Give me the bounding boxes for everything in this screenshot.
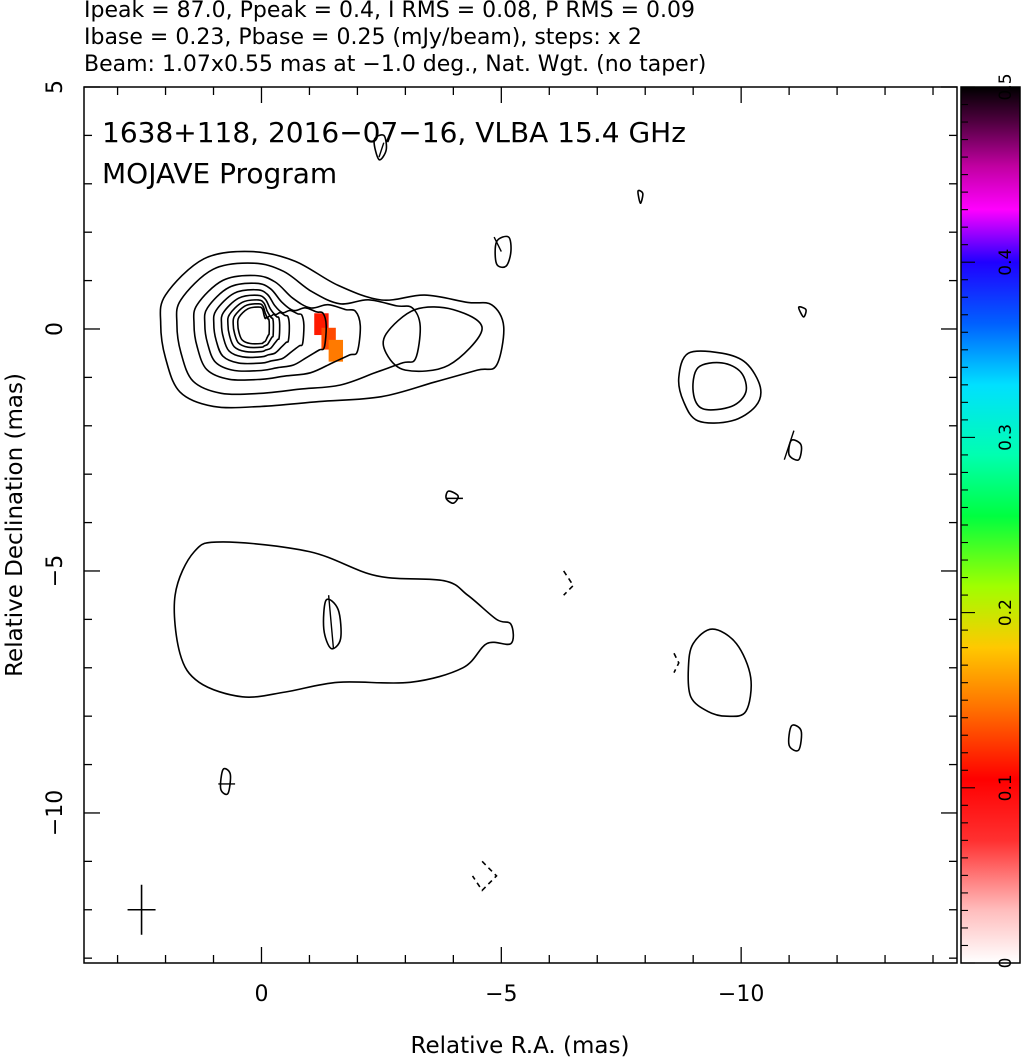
diffuse-contour-far-right-small: [787, 439, 803, 461]
jet-knot-contour: [382, 306, 483, 373]
beam-marker: [127, 884, 156, 935]
x-tick-label: −10: [718, 982, 764, 1007]
colorbar-label: 0.1: [996, 774, 1016, 801]
diffuse-contour-left-upper-blob: [373, 134, 388, 161]
header-line-3: Beam: 1.07x0.55 mas at −1.0 deg., Nat. W…: [84, 52, 706, 77]
axis-tick-labels: 0 −5 −10 5 0 −5 −10: [43, 80, 764, 1007]
negative-contour: [471, 860, 498, 892]
core-contour: [203, 282, 328, 372]
header-line-1: Ipeak = 87.0, Ppeak = 0.4, I RMS = 0.08,…: [84, 0, 695, 23]
chart-title: 1638+118, 2016−07−16, VLBA 15.4 GHz: [102, 116, 686, 149]
diffuse-contour-mid-blob-1: [322, 598, 342, 650]
x-tick-label: 0: [254, 982, 268, 1007]
core-contour: [226, 299, 281, 353]
intensity-contours: [159, 134, 807, 892]
core-contour: [220, 294, 291, 359]
colorbar-label: 0.4: [996, 249, 1016, 276]
colorbar-labels: 0 0.1 0.2 0.3 0.4 0.5: [996, 73, 1016, 968]
polarization-vector: [783, 430, 795, 460]
polarization-vector: [493, 236, 502, 252]
diffuse-contour-tiny-1: [637, 189, 644, 205]
colorbar-label: 0: [996, 958, 1016, 969]
core-contour: [192, 274, 362, 381]
colorbar-label: 0.3: [996, 424, 1016, 451]
plot-frame: [83, 86, 958, 964]
polarization-pixels: [314, 313, 344, 362]
diffuse-contour-right-blob-inner: [692, 361, 748, 411]
colorbar-ticks: [961, 86, 975, 964]
y-tick-label: 5: [43, 80, 68, 94]
core-contour: [232, 302, 275, 349]
diffuse-contour-lower-right-blob: [687, 628, 752, 718]
chart-subtitle: MOJAVE Program: [102, 157, 337, 190]
negative-contour: [673, 652, 680, 673]
core-contour: [175, 262, 422, 396]
colorbar-label: 0.5: [996, 73, 1016, 100]
colorbar: [960, 86, 1021, 964]
x-axis-label: Relative R.A. (mas): [411, 1033, 630, 1059]
polarization-vector: [327, 595, 335, 649]
diffuse-contour-right-blob-outer: [677, 350, 762, 424]
y-tick-label: −10: [43, 790, 68, 836]
axis-ticks: [84, 86, 957, 963]
core-contour: [159, 250, 505, 409]
diffuse-contour-lower-plateau: [173, 541, 515, 698]
diffuse-contour-small-mid: [445, 490, 459, 505]
diffuse-contour-tiny-2: [797, 306, 807, 318]
diffuse-contour-far-right-lower: [787, 724, 803, 752]
header-line-2: Ibase = 0.23, Pbase = 0.25 (mJy/beam), s…: [84, 25, 642, 50]
core-contour: [236, 306, 271, 345]
core-contour: [212, 288, 305, 365]
diffuse-contour-upper-middle-blob: [494, 235, 512, 269]
y-tick-label: 0: [43, 322, 68, 336]
y-tick-label: −5: [43, 555, 68, 587]
diffuse-contour-lower-left-blob: [219, 767, 232, 796]
x-tick-label: −5: [485, 982, 517, 1007]
y-axis-label: Relative Declination (mas): [2, 373, 28, 677]
polarization-vector: [378, 142, 385, 158]
negative-contour: [563, 570, 575, 596]
colorbar-label: 0.2: [996, 599, 1016, 626]
pol-pixel: [328, 339, 344, 362]
